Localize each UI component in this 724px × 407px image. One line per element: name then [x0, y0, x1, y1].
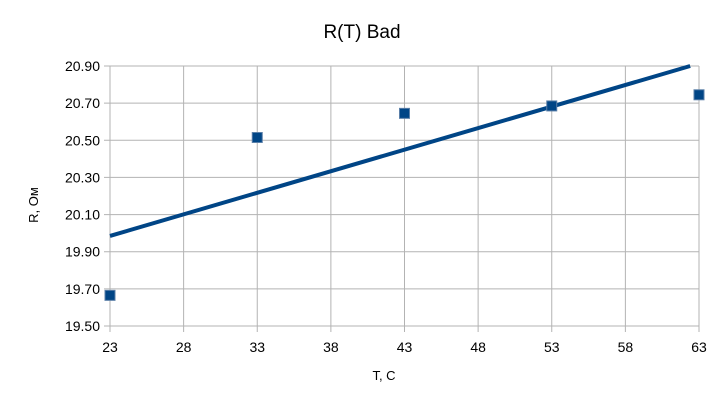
y-tick-label: 20.30	[65, 169, 100, 185]
x-tick-label: 23	[102, 339, 118, 355]
x-tick-label: 33	[249, 339, 265, 355]
x-tick-label: 53	[544, 339, 560, 355]
x-tick-label: 63	[691, 339, 707, 355]
x-tick-label: 43	[397, 339, 413, 355]
trendline	[109, 64, 691, 238]
x-tick-label: 48	[470, 339, 486, 355]
y-axis-label: R, Ом	[26, 187, 41, 223]
y-tick-label: 19.50	[65, 318, 100, 334]
y-tick-label: 19.90	[65, 244, 100, 260]
chart-title: R(T) Bad	[323, 22, 400, 43]
x-tick-label: 28	[176, 339, 192, 355]
data-point	[104, 289, 116, 301]
x-tick-label: 38	[323, 339, 339, 355]
x-tick-label: 58	[618, 339, 634, 355]
y-tick-label: 20.50	[65, 132, 100, 148]
grid	[104, 65, 700, 332]
data-point	[546, 100, 558, 112]
data-point	[399, 107, 410, 119]
y-axis-ticks: 20.90 20.70 20.50 20.30 20.10 19.90 19.70 19.50	[65, 58, 100, 334]
data-point	[693, 89, 705, 101]
y-tick-label: 20.90	[65, 58, 100, 74]
y-tick-label: 20.70	[65, 95, 100, 111]
plot-marks	[104, 64, 705, 301]
x-axis-label: T, C	[372, 368, 395, 383]
data-point	[251, 132, 263, 143]
y-tick-label: 19.70	[65, 281, 100, 297]
x-axis-ticks: 23 28 33 38 43 48 53 58 63	[102, 339, 707, 355]
y-tick-label: 20.10	[65, 207, 100, 223]
